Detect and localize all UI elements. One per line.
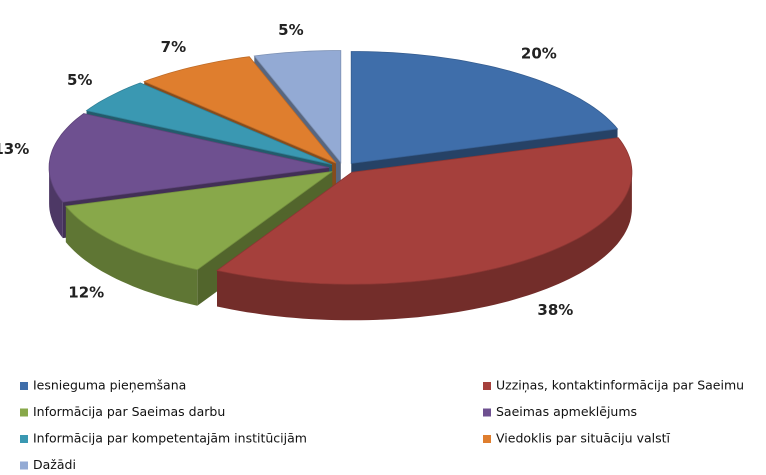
slice-top — [253, 50, 342, 164]
legend-label: Dažādi — [33, 457, 76, 472]
data-label: 12% — [68, 283, 104, 301]
data-label: 7% — [161, 38, 186, 56]
legend-label: Informācija par kompetentajām institūcij… — [33, 431, 307, 446]
slice-top — [143, 56, 337, 164]
slice-wall — [65, 206, 198, 306]
legend-label: Saeimas apmeklējums — [496, 404, 637, 419]
legend-swatch — [20, 382, 28, 390]
data-label: 5% — [67, 71, 92, 89]
slice — [216, 137, 633, 321]
slice-top — [216, 137, 633, 285]
slice-top — [65, 171, 333, 271]
legend-label: Uzziņas, kontaktinformācija par Saeimu — [496, 378, 744, 393]
data-label: 13% — [0, 140, 29, 158]
data-label: 20% — [521, 45, 557, 63]
legend-swatch — [483, 408, 491, 417]
slice-top — [48, 113, 330, 203]
data-label: 38% — [537, 301, 573, 319]
slice-top — [85, 82, 333, 165]
slice-wall — [217, 172, 632, 321]
data-label: 5% — [278, 21, 303, 39]
legend-swatch — [20, 435, 28, 443]
legend-swatch — [20, 461, 28, 470]
legend-swatch — [483, 382, 491, 390]
legend-swatch — [483, 435, 491, 443]
slice-top — [350, 51, 619, 164]
legend-label: Iesnieguma pieņemšana — [33, 378, 186, 393]
legend-label: Informācija par Saeimas darbu — [33, 404, 225, 419]
legend-label: Viedoklis par situāciju valstī — [496, 431, 671, 446]
legend-swatch — [20, 408, 28, 417]
